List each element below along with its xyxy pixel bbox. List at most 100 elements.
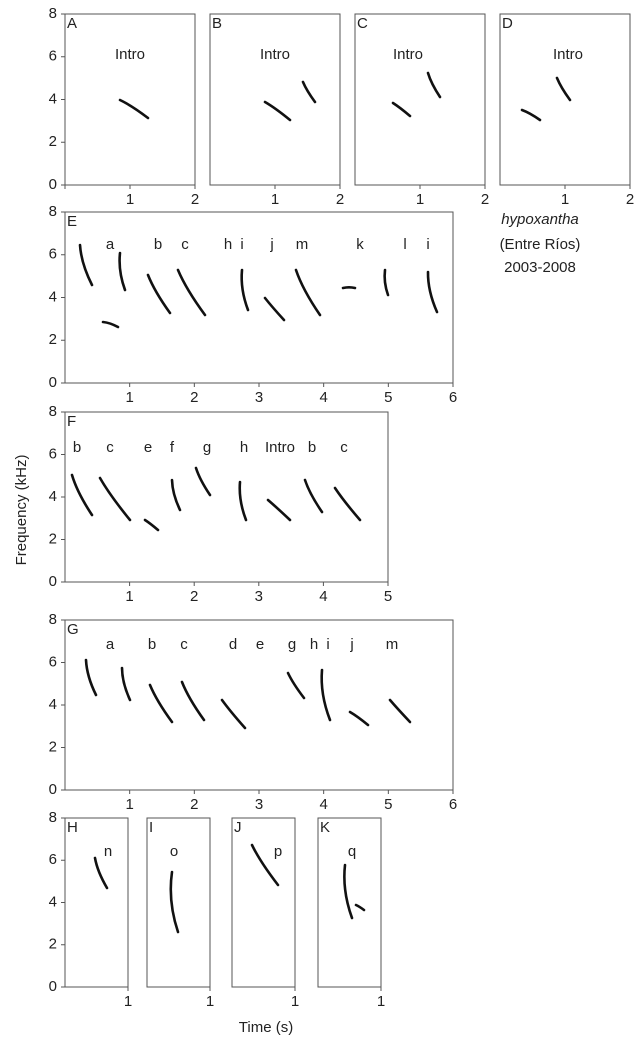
- x-tick-label: 5: [384, 796, 392, 813]
- spectrogram-trace: [240, 268, 250, 312]
- syllable-label: Intro: [115, 46, 145, 63]
- panel-label: B: [212, 15, 222, 32]
- syllable-label: g: [288, 636, 296, 653]
- spectrogram-trace: [426, 270, 439, 314]
- spectrogram-trace: [301, 80, 317, 104]
- panel-label: C: [357, 15, 368, 32]
- x-tick-label: 3: [255, 796, 263, 813]
- y-tick-label: 4: [49, 893, 57, 910]
- spectrogram-trace: [170, 478, 182, 512]
- spectrogram-trace: [101, 320, 120, 329]
- spectrogram-trace: [70, 473, 94, 517]
- x-tick-label: 5: [384, 588, 392, 605]
- spectrogram-trace: [383, 268, 390, 297]
- spectrogram-trace: [555, 76, 572, 102]
- caption-locality: (Entre Ríos): [500, 236, 581, 253]
- x-tick-label: 2: [191, 191, 199, 208]
- x-tick-label: 6: [449, 389, 457, 406]
- x-tick-label: 5: [384, 389, 392, 406]
- plot-frame: [354, 13, 486, 186]
- spectrogram-trace: [194, 466, 212, 497]
- syllable-label: i: [326, 636, 329, 653]
- panel-label: A: [67, 15, 77, 32]
- x-tick-label: 2: [190, 588, 198, 605]
- spectrogram-trace: [93, 856, 109, 890]
- syllable-label: n: [104, 843, 112, 860]
- syllable-label: Intro: [393, 46, 423, 63]
- y-tick-label: 4: [49, 90, 57, 107]
- syllable-label: h: [224, 236, 232, 253]
- syllable-label: c: [181, 236, 189, 253]
- x-tick-label: 1: [377, 993, 385, 1010]
- y-tick-label: 6: [49, 851, 57, 868]
- plot-frame: [64, 13, 196, 186]
- syllable-label: h: [310, 636, 318, 653]
- y-tick-label: 2: [49, 331, 57, 348]
- syllable-label: j: [349, 636, 353, 653]
- syllable-label: m: [386, 636, 399, 653]
- y-tick-label: 0: [49, 978, 57, 995]
- caption-species: hypoxantha: [501, 211, 579, 228]
- y-tick-label: 8: [49, 203, 57, 220]
- x-tick-label: 1: [416, 191, 424, 208]
- syllable-label: b: [73, 439, 81, 456]
- spectrogram-trace: [143, 518, 160, 532]
- spectrogram-trace: [78, 243, 94, 287]
- spectrogram-trace: [220, 698, 247, 730]
- spectrogram-trace: [250, 843, 280, 887]
- spectrogram-trace: [176, 268, 207, 317]
- syllable-label: g: [203, 439, 211, 456]
- x-tick-label: 6: [449, 796, 457, 813]
- x-tick-label: 4: [319, 389, 327, 406]
- spectrogram-trace: [98, 476, 132, 522]
- spectrogram-trace: [348, 710, 370, 727]
- syllable-label: f: [170, 439, 175, 456]
- syllable-label: b: [308, 439, 316, 456]
- x-tick-label: 4: [319, 588, 327, 605]
- spectrogram-trace: [118, 251, 127, 292]
- panel-label: D: [502, 15, 513, 32]
- syllable-label: h: [240, 439, 248, 456]
- y-tick-label: 2: [49, 738, 57, 755]
- spectrogram-trace: [391, 101, 412, 118]
- spectrogram-trace: [426, 71, 442, 99]
- plot-frame: [64, 619, 454, 791]
- x-tick-label: 2: [336, 191, 344, 208]
- plot-frame: [64, 817, 129, 988]
- x-tick-label: 3: [255, 588, 263, 605]
- spectrogram-trace: [320, 668, 332, 722]
- plot-frame: [499, 13, 631, 186]
- y-tick-label: 6: [49, 653, 57, 670]
- x-tick-label: 1: [561, 191, 569, 208]
- spectrogram-trace: [263, 296, 286, 322]
- x-tick-label: 1: [206, 993, 214, 1010]
- syllable-label: d: [229, 636, 237, 653]
- x-tick-label: 2: [190, 796, 198, 813]
- spectrogram-trace: [354, 903, 366, 912]
- x-tick-label: 3: [255, 389, 263, 406]
- y-tick-label: 0: [49, 176, 57, 193]
- spectrogram-trace: [84, 658, 98, 697]
- syllable-label: c: [106, 439, 114, 456]
- spectrogram-trace: [294, 268, 322, 317]
- syllable-label: a: [106, 236, 115, 253]
- y-tick-label: 6: [49, 445, 57, 462]
- syllable-label: o: [170, 843, 178, 860]
- spectrogram-trace: [343, 863, 354, 920]
- y-tick-label: 4: [49, 288, 57, 305]
- x-tick-label: 1: [125, 588, 133, 605]
- panel-label: H: [67, 819, 78, 836]
- panel-label: F: [67, 413, 76, 430]
- syllable-label: k: [356, 236, 364, 253]
- y-tick-label: 8: [49, 611, 57, 628]
- x-tick-label: 1: [125, 796, 133, 813]
- plot-frame: [64, 211, 454, 384]
- syllable-label: b: [148, 636, 156, 653]
- y-tick-label: 6: [49, 48, 57, 65]
- spectrogram-trace: [286, 671, 306, 700]
- y-tick-label: 0: [49, 781, 57, 798]
- x-tick-label: 2: [481, 191, 489, 208]
- x-tick-label: 1: [124, 993, 132, 1010]
- y-tick-label: 0: [49, 374, 57, 391]
